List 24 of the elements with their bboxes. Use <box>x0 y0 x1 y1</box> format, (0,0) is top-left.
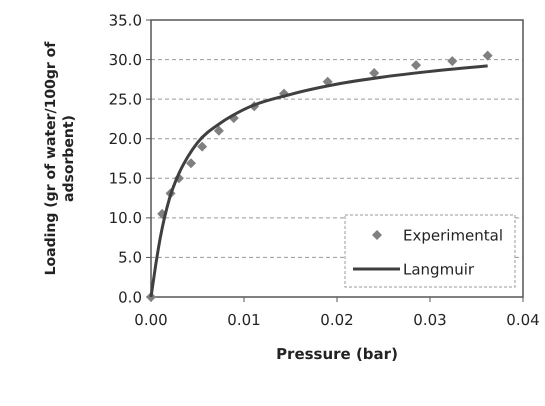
point <box>197 142 208 152</box>
x-tick-label: 0.03 <box>413 311 447 329</box>
y-tick-label: 10.0 <box>108 209 142 228</box>
y-tick-label: 35.0 <box>108 11 142 30</box>
x-tick-label: 0.04 <box>506 311 540 329</box>
point <box>214 126 224 136</box>
y-tick-label: 20.0 <box>108 130 142 148</box>
x-tick-label: 0.00 <box>134 311 168 329</box>
point <box>186 158 196 168</box>
point <box>369 68 380 78</box>
point <box>411 60 422 70</box>
x-tick-label: 0.01 <box>227 311 261 329</box>
point <box>447 56 458 66</box>
legend-label: Experimental <box>403 226 504 244</box>
y-tick-label: 30.0 <box>108 50 142 69</box>
x-tick-label: 0.02 <box>320 311 354 329</box>
y-axis-title: Loading (gr of water/100gr of adsorbent) <box>43 40 77 276</box>
y-tick-label: 25.0 <box>108 90 142 108</box>
point <box>482 50 493 61</box>
y-tick-label: 15.0 <box>108 170 142 188</box>
y-tick-label: 5.0 <box>118 248 142 267</box>
legend-label: Langmuir <box>403 260 475 278</box>
y-tick-label: 0.0 <box>118 288 142 306</box>
x-axis-title: Pressure (bar) <box>276 345 398 363</box>
